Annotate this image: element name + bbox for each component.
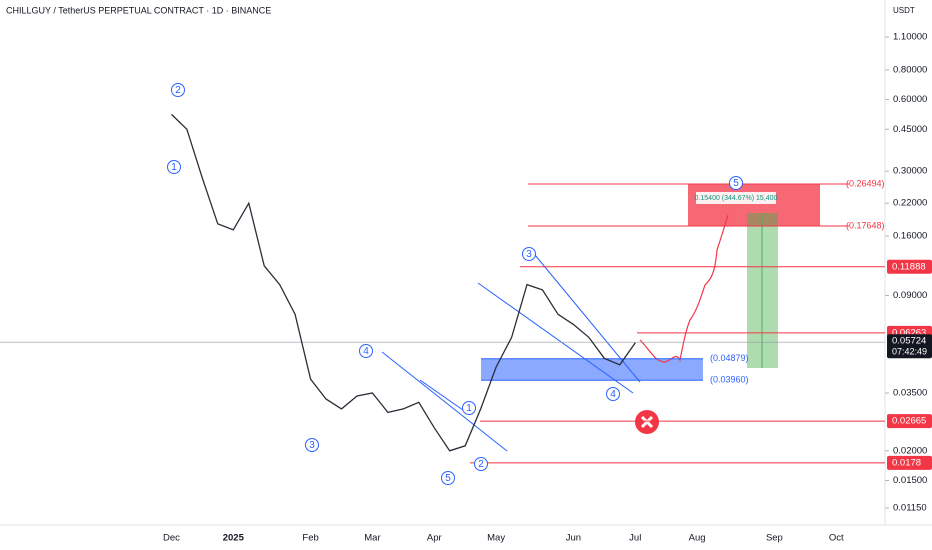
- wave-label: 2: [175, 85, 181, 96]
- x-tick-label: Apr: [427, 533, 442, 544]
- x-tick-label: Aug: [689, 533, 706, 544]
- wave-label: 3: [526, 249, 532, 260]
- wave-label: 4: [363, 346, 369, 357]
- price-label: 0.02665: [892, 416, 926, 427]
- y-tick-label: 0.09000: [893, 290, 927, 301]
- wave-circle: [606, 387, 620, 401]
- wave-circle: [474, 457, 488, 471]
- position-text: 0.15400 (344.67%) 15,400: [695, 195, 778, 202]
- y-tick-label: 0.01500: [893, 475, 927, 486]
- target-zone: [688, 184, 820, 226]
- x-tick-label: Oct: [829, 533, 844, 544]
- x-tick-label: Sep: [766, 533, 783, 544]
- position-box: [696, 192, 776, 204]
- y-tick-label: 0.02000: [893, 445, 927, 456]
- y-tick-label: 0.60000: [893, 94, 927, 105]
- y-tick-label: 1.10000: [893, 32, 927, 43]
- price-label: 0.06263: [892, 327, 926, 338]
- y-tick-label: 0.01150: [893, 502, 927, 513]
- wave-circle: [167, 160, 181, 174]
- y-tick-label: 0.30000: [893, 166, 927, 177]
- zone-label: (0.04879): [710, 353, 749, 363]
- wave-label: 2: [478, 459, 484, 470]
- support-zone: [481, 358, 703, 380]
- wave-circle: [305, 438, 319, 452]
- x-tick-label: May: [487, 533, 505, 544]
- wave-circle: [729, 176, 743, 190]
- current-price: 0.05724: [892, 336, 926, 347]
- wave-label: 3: [309, 440, 315, 451]
- price-label: 0.0178: [892, 457, 921, 468]
- x-tick-label: Jul: [629, 533, 641, 544]
- zone-label: (0.03960): [710, 375, 749, 385]
- wave-circle: [522, 247, 536, 261]
- x-tick-label: 2025: [223, 533, 245, 544]
- x-tick-label: Feb: [302, 533, 318, 544]
- currency: USDT: [893, 6, 915, 15]
- wave-circle: [441, 471, 455, 485]
- price-label-bg: [887, 414, 932, 429]
- price-label-bg: [887, 455, 932, 470]
- price-label-bg: [887, 259, 932, 274]
- wave-circle: [359, 344, 373, 358]
- wave-label: 5: [733, 178, 739, 189]
- wave-label: 5: [445, 473, 451, 484]
- y-tick-label: 0.22000: [893, 198, 927, 209]
- countdown: 07:42:49: [892, 347, 927, 357]
- y-tick-label: 0.80000: [893, 64, 927, 75]
- y-tick-label: 0.03500: [893, 388, 927, 399]
- y-tick-label: 0.16000: [893, 231, 927, 242]
- projection-path: [639, 214, 729, 363]
- x-tick-label: Dec: [163, 533, 180, 544]
- wave-circle: [171, 83, 185, 97]
- zone-label: (0.26494): [846, 178, 885, 188]
- wave-label: 4: [610, 389, 616, 400]
- x-tick-label: Mar: [364, 533, 380, 544]
- price-label: 0.11888: [892, 261, 926, 272]
- wave-label: 1: [171, 162, 177, 173]
- wave-label: 1: [466, 403, 472, 414]
- stop-icon-cross: [640, 415, 654, 429]
- wave-circle: [462, 401, 476, 415]
- y-tick-label: 0.45000: [893, 124, 927, 135]
- current-price-bg: [887, 334, 932, 359]
- price-line: [171, 113, 636, 452]
- zone-label: (0.17648): [846, 220, 885, 230]
- chart-title: CHILLGUY / TetherUS PERPETUAL CONTRACT ·…: [6, 5, 271, 15]
- x-tick-label: Jun: [566, 533, 581, 544]
